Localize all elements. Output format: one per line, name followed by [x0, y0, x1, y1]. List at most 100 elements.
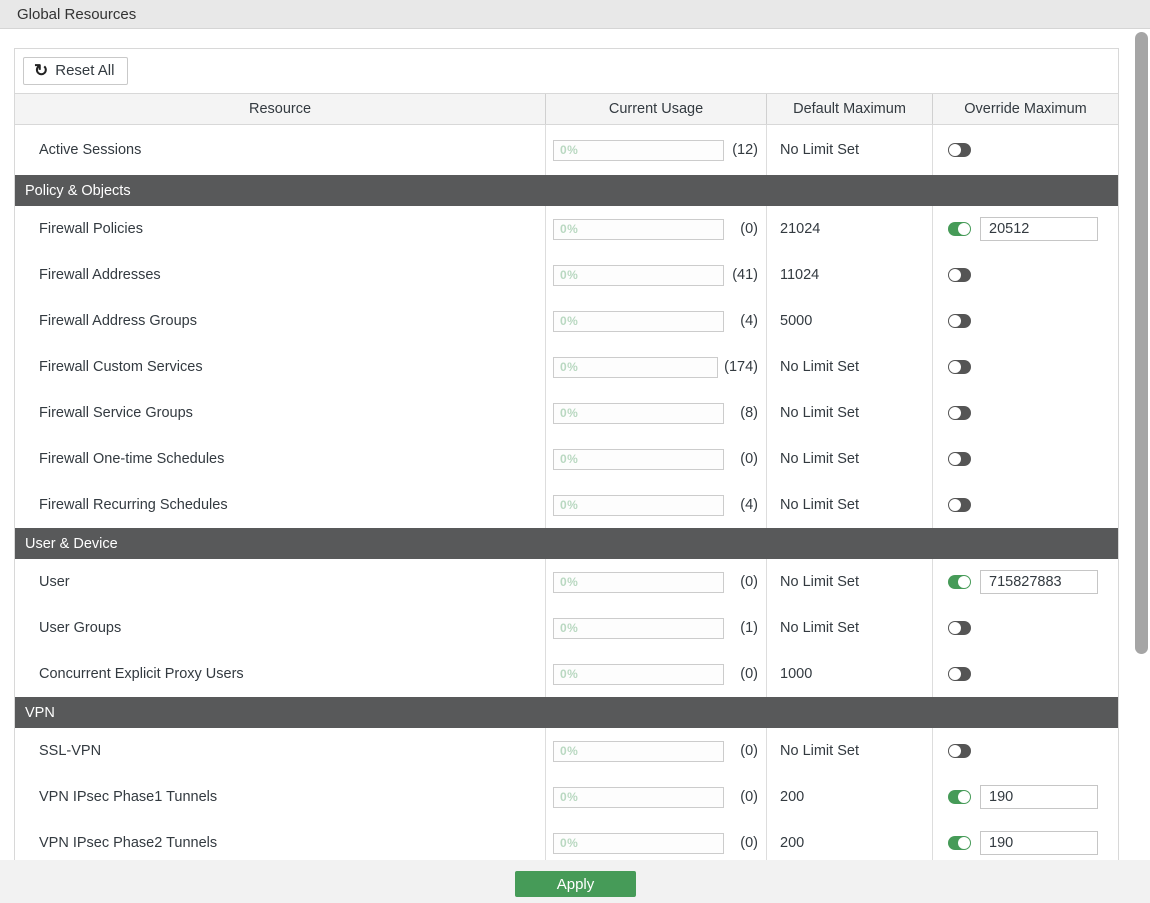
default-maximum-value: 21024: [767, 206, 933, 252]
override-cell: [933, 390, 1118, 436]
toggle-knob: [949, 407, 961, 419]
usage-cell: 0% (0): [546, 728, 767, 774]
usage-percent-label: 0%: [560, 222, 579, 236]
usage-percent-label: 0%: [560, 667, 579, 681]
table-row: Firewall Addresses 0% (41) 11024: [15, 252, 1118, 298]
override-value-input[interactable]: [980, 831, 1098, 855]
table-row: VPN IPsec Phase1 Tunnels 0% (0) 200: [15, 774, 1118, 820]
reset-all-button[interactable]: ↺ Reset All: [23, 57, 129, 85]
toggle-knob: [949, 668, 961, 680]
toggle-knob: [949, 315, 961, 327]
default-maximum-value: 200: [767, 774, 933, 820]
usage-progress-bar: 0%: [553, 310, 724, 332]
usage-count: (174): [724, 359, 758, 375]
usage-progress-bar: 0%: [553, 571, 724, 593]
override-cell: [933, 482, 1118, 528]
resource-label: VPN IPsec Phase2 Tunnels: [15, 820, 546, 860]
resource-label: VPN IPsec Phase1 Tunnels: [15, 774, 546, 820]
usage-count: (0): [740, 835, 758, 851]
scrollbar-thumb[interactable]: [1135, 32, 1148, 654]
usage-percent-label: 0%: [560, 790, 579, 804]
toggle-knob: [949, 361, 961, 373]
toggle-knob: [958, 576, 970, 588]
usage-percent-label: 0%: [560, 836, 579, 850]
override-cell: [933, 252, 1118, 298]
default-maximum-value: 5000: [767, 298, 933, 344]
usage-percent-label: 0%: [560, 268, 579, 282]
usage-progress-bar: 0%: [553, 139, 724, 161]
usage-count: (4): [740, 497, 758, 513]
default-maximum-value: 200: [767, 820, 933, 860]
resource-label: Firewall Recurring Schedules: [15, 482, 546, 528]
usage-cell: 0% (0): [546, 559, 767, 605]
override-toggle[interactable]: [948, 836, 971, 850]
override-value-input[interactable]: [980, 217, 1098, 241]
table-header-row: Resource Current Usage Default Maximum O…: [15, 94, 1118, 125]
resource-label: User: [15, 559, 546, 605]
override-toggle[interactable]: [948, 143, 971, 157]
usage-count: (0): [740, 221, 758, 237]
usage-cell: 0% (174): [546, 344, 767, 390]
page-title: Global Resources: [17, 5, 137, 23]
default-maximum-value: 1000: [767, 651, 933, 697]
toggle-knob: [958, 791, 970, 803]
override-toggle[interactable]: [948, 621, 971, 635]
override-cell: [933, 298, 1118, 344]
toggle-knob: [958, 837, 970, 849]
usage-progress-bar: 0%: [553, 786, 724, 808]
usage-progress-bar: 0%: [553, 740, 724, 762]
override-cell: [933, 820, 1118, 860]
table-row: Firewall Recurring Schedules 0% (4) No Limi…: [15, 482, 1118, 528]
override-toggle[interactable]: [948, 360, 971, 374]
resource-label: Firewall Address Groups: [15, 298, 546, 344]
override-toggle[interactable]: [948, 575, 971, 589]
usage-count: (1): [740, 620, 758, 636]
override-value-input[interactable]: [980, 570, 1098, 594]
table-row: Concurrent Explicit Proxy Users 0% (0) 1000: [15, 651, 1118, 697]
section-header-vpn: VPN: [15, 697, 1118, 728]
usage-cell: 0% (8): [546, 390, 767, 436]
override-toggle[interactable]: [948, 498, 971, 512]
table-row: Firewall Service Groups 0% (8) No Limit Set: [15, 390, 1118, 436]
toggle-knob: [949, 269, 961, 281]
resource-label: Firewall Service Groups: [15, 390, 546, 436]
override-toggle[interactable]: [948, 406, 971, 420]
override-toggle[interactable]: [948, 744, 971, 758]
override-cell: [933, 651, 1118, 697]
section-header-policy-objects: Policy & Objects: [15, 175, 1118, 206]
override-cell: [933, 774, 1118, 820]
global-resources-panel: ↺ Reset All Resource Current Usage Defau…: [14, 48, 1119, 860]
footer-bar: Apply: [0, 860, 1150, 903]
toggle-knob: [949, 144, 961, 156]
override-toggle[interactable]: [948, 268, 971, 282]
override-toggle[interactable]: [948, 314, 971, 328]
usage-cell: 0% (0): [546, 436, 767, 482]
reset-icon: ↺: [34, 61, 49, 80]
scrollbar[interactable]: [1135, 30, 1148, 860]
override-cell: [933, 728, 1118, 774]
override-value-input[interactable]: [980, 785, 1098, 809]
usage-count: (0): [740, 789, 758, 805]
resource-label: Firewall Policies: [15, 206, 546, 252]
toggle-knob: [958, 223, 970, 235]
reset-all-label: Reset All: [55, 62, 115, 79]
usage-count: (4): [740, 313, 758, 329]
usage-percent-label: 0%: [560, 575, 579, 589]
override-toggle[interactable]: [948, 222, 971, 236]
apply-button[interactable]: Apply: [515, 871, 636, 897]
override-toggle[interactable]: [948, 790, 971, 804]
table-body: Active Sessions 0% (12) No Limit Set Policy …: [15, 125, 1118, 860]
table-row: Firewall One-time Schedules 0% (0) No Limit…: [15, 436, 1118, 482]
default-maximum-value: No Limit Set: [767, 436, 933, 482]
table-row: Firewall Custom Services 0% (174) No Limit …: [15, 344, 1118, 390]
usage-percent-label: 0%: [560, 360, 579, 374]
usage-percent-label: 0%: [560, 143, 579, 157]
override-toggle[interactable]: [948, 667, 971, 681]
toolbar: ↺ Reset All: [15, 49, 1118, 94]
override-cell: [933, 344, 1118, 390]
override-toggle[interactable]: [948, 452, 971, 466]
usage-count: (0): [740, 743, 758, 759]
usage-progress-bar: 0%: [553, 402, 724, 424]
default-maximum-value: No Limit Set: [767, 390, 933, 436]
toggle-knob: [949, 745, 961, 757]
